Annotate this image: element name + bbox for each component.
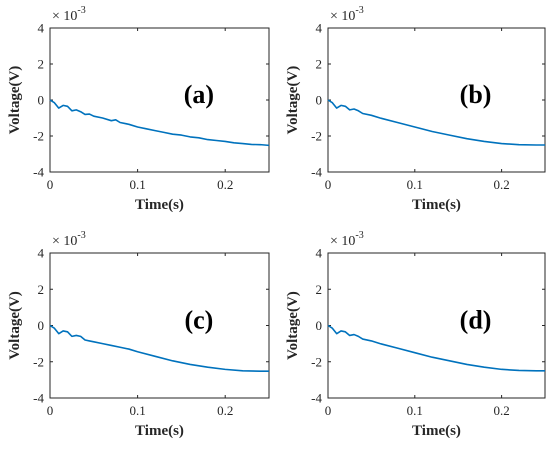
y-tick-label: -4 [311, 391, 322, 406]
series-line [49, 324, 269, 372]
x-tick-label: 0 [47, 177, 54, 192]
x-tick-label: 0.2 [217, 177, 233, 192]
x-tick-label: 0.2 [217, 403, 233, 418]
y-tick-label: 0 [38, 318, 45, 333]
exponent-base: × 10 [52, 9, 77, 24]
x-axis-label: Time(s) [412, 423, 461, 439]
y-tick-label: -4 [33, 391, 44, 406]
y-axis-label: Voltage(V) [285, 66, 301, 135]
y-tick-label: 2 [38, 282, 45, 297]
series-line [327, 99, 545, 146]
x-axis-label: Time(s) [135, 197, 184, 213]
x-tick-label: 0.1 [129, 403, 145, 418]
y-tick-label: 4 [316, 246, 323, 261]
series-line [327, 324, 545, 372]
axis-exponent-label: × 10-3 [330, 230, 364, 249]
x-tick-label: 0 [325, 403, 332, 418]
y-tick-label: -2 [311, 129, 322, 144]
plot-frame [49, 27, 270, 173]
y-tick-label: 0 [316, 93, 323, 108]
axis-exponent-label: × 10-3 [330, 5, 364, 24]
x-tick-label: 0 [325, 177, 332, 192]
axis-exponent-label: × 10-3 [52, 5, 86, 24]
x-tick-label: 0.2 [493, 403, 509, 418]
exponent-power: -3 [77, 230, 85, 241]
y-tick-label: -4 [311, 165, 322, 180]
exponent-power: -3 [355, 230, 363, 241]
series-line [49, 99, 270, 147]
panel-label: (d) [460, 305, 492, 334]
exponent-power: -3 [355, 5, 363, 16]
x-tick-label: 0.1 [129, 177, 145, 192]
y-tick-label: -2 [33, 354, 44, 369]
exponent-base: × 10 [330, 9, 355, 24]
y-tick-label: 4 [38, 246, 45, 261]
plot-frame [327, 252, 546, 399]
y-tick-label: 0 [316, 318, 323, 333]
panel-label: (a) [184, 80, 214, 109]
x-axis-label: Time(s) [412, 197, 461, 213]
y-tick-label: 2 [38, 57, 45, 72]
x-axis-label: Time(s) [135, 423, 184, 439]
y-axis-label: Voltage(V) [285, 291, 301, 360]
x-tick-label: 0 [47, 403, 54, 418]
y-tick-label: 2 [316, 57, 323, 72]
x-tick-label: 0.1 [407, 177, 423, 192]
y-tick-label: -2 [33, 129, 44, 144]
y-tick-label: -4 [33, 165, 44, 180]
y-tick-label: 4 [316, 21, 323, 36]
plot-frame [327, 27, 546, 173]
y-axis-label: Voltage(V) [7, 291, 23, 360]
y-tick-label: -2 [311, 354, 322, 369]
y-tick-label: 2 [316, 282, 323, 297]
panel-label: (b) [460, 80, 492, 109]
exponent-base: × 10 [330, 234, 355, 249]
panel-label: (c) [184, 305, 213, 334]
exponent-base: × 10 [52, 234, 77, 249]
y-tick-label: 4 [38, 21, 45, 36]
x-tick-label: 0.2 [493, 177, 509, 192]
y-tick-label: 0 [38, 93, 45, 108]
plot-frame [49, 252, 270, 399]
axis-exponent-label: × 10-3 [52, 230, 86, 249]
x-tick-label: 0.1 [407, 403, 423, 418]
exponent-power: -3 [77, 5, 85, 16]
y-axis-label: Voltage(V) [7, 66, 23, 135]
